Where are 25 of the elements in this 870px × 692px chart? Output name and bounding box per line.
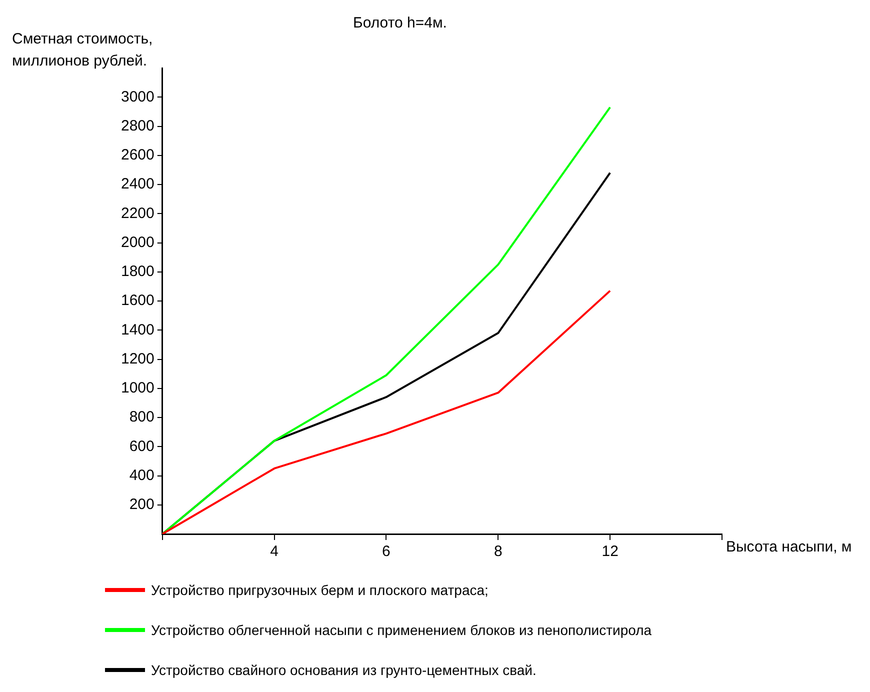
y-tick-label: 400 (129, 466, 154, 484)
y-tick-label: 1400 (120, 321, 154, 338)
y-tick-label: 800 (129, 408, 154, 426)
y-axis-title: Сметная стоимость, миллионов рублей. (12, 30, 153, 70)
x-tick-label: 6 (382, 543, 390, 560)
y-tick-label: 600 (129, 438, 154, 455)
y-tick-label: 1800 (120, 263, 154, 280)
y-tick-label: 2800 (120, 117, 154, 134)
x-axis-title: Высота насыпи, м (726, 538, 852, 556)
y-tick-label: 200 (129, 496, 154, 514)
legend-label: Устройство облегченной насыпи с применением блоков из пенополистирола (151, 622, 652, 638)
y-tick-label: 3000 (120, 88, 154, 106)
y-tick-label: 1600 (120, 292, 154, 310)
y-tick-label: 2400 (120, 176, 154, 193)
chart-title: Болото h=4м. (353, 14, 447, 32)
legend-label: Устройство пригрузочных берм и плоского матраса; (151, 582, 488, 598)
x-tick-label: 8 (494, 543, 502, 560)
y-tick-label: 2600 (120, 146, 154, 164)
legend-label: Устройство свайного основания из грунто-цементных свай. (151, 662, 536, 678)
y-tick-label: 2200 (120, 204, 154, 222)
y-tick-label: 1000 (120, 380, 154, 397)
x-tick-label: 12 (602, 543, 618, 560)
y-tick-label: 2000 (120, 234, 154, 251)
y-tick-label: 1200 (120, 350, 154, 368)
x-tick-label: 4 (270, 543, 278, 560)
